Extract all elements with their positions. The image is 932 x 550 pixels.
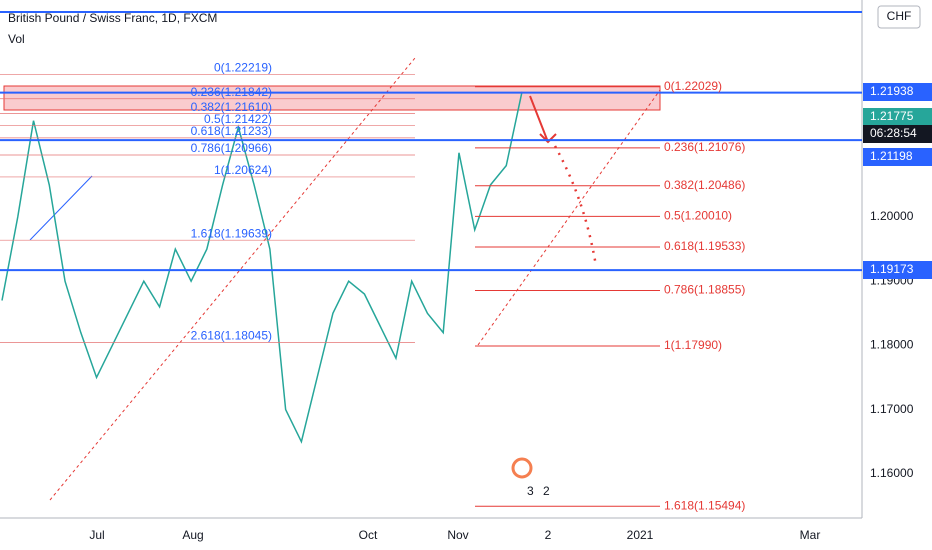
price-tag-text: 1.21775 xyxy=(870,109,914,123)
time-axis-label: Oct xyxy=(359,528,378,542)
fib-label: 0.236(1.21842) xyxy=(191,85,272,99)
fib-label: 2.618(1.18045) xyxy=(191,329,272,343)
time-axis-label: Jul xyxy=(89,528,104,542)
time-axis-label: Aug xyxy=(182,528,203,542)
price-tag xyxy=(863,83,932,101)
price-tag xyxy=(863,261,932,279)
badge: 2 xyxy=(543,484,550,498)
fib-label: 0(1.22029) xyxy=(664,79,722,93)
price-tag-text: 1.21198 xyxy=(870,149,913,163)
price-axis-label: 1.16000 xyxy=(870,466,914,480)
volume-label: Vol xyxy=(8,32,25,46)
price-tag xyxy=(863,108,932,126)
trend-line xyxy=(477,89,661,346)
time-axis-label: Nov xyxy=(447,528,468,542)
projection-arrow xyxy=(553,145,598,267)
fib-label: 0.618(1.19533) xyxy=(664,239,745,253)
currency-button[interactable] xyxy=(877,5,921,29)
fib-label: 0.786(1.18855) xyxy=(664,283,745,297)
symbol-title: British Pound / Swiss Franc, 1D, FXCM xyxy=(8,11,217,25)
resistance-zone xyxy=(3,85,661,111)
price-tag-text: 1.19173 xyxy=(870,262,914,276)
fib-label: 0(1.22219) xyxy=(214,61,272,75)
time-axis-label: 2021 xyxy=(627,528,654,542)
fib-label: 0.382(1.21610) xyxy=(191,100,272,114)
fib-label: 0.618(1.21233) xyxy=(191,124,272,138)
fib-label: 0.236(1.21076) xyxy=(664,140,745,154)
price-line xyxy=(1,91,523,444)
fib-label: 0.5(1.21422) xyxy=(204,112,272,126)
price-tag-text: 1.21938 xyxy=(870,84,914,98)
currency-label[interactable]: CHF xyxy=(887,9,912,23)
badge: 3 xyxy=(527,484,534,498)
fib-label: 1.618(1.15494) xyxy=(664,498,745,512)
price-tag xyxy=(863,125,932,143)
fib-label: 1.618(1.19639) xyxy=(191,226,272,240)
time-axis-label: Mar xyxy=(800,528,821,542)
price-axis-label: 1.17000 xyxy=(870,402,914,416)
price-axis-label: 1.18000 xyxy=(870,338,914,352)
price-tag xyxy=(863,148,932,166)
fib-label: 0.382(1.20486) xyxy=(664,178,745,192)
event-icon[interactable] xyxy=(511,457,533,479)
trend-line xyxy=(29,175,93,241)
price-axis-label: 1.20000 xyxy=(870,209,914,223)
price-tag-text: 06:28:54 xyxy=(870,126,917,140)
fib-label: 1(1.20624) xyxy=(214,163,272,177)
time-axis-label: 2 xyxy=(545,528,552,542)
fib-label: 0.786(1.20966) xyxy=(191,141,272,155)
fib-label: 0.5(1.20010) xyxy=(664,209,732,223)
fib-label: 1(1.17990) xyxy=(664,338,722,352)
arrow xyxy=(529,95,557,144)
plot-area xyxy=(0,0,862,518)
